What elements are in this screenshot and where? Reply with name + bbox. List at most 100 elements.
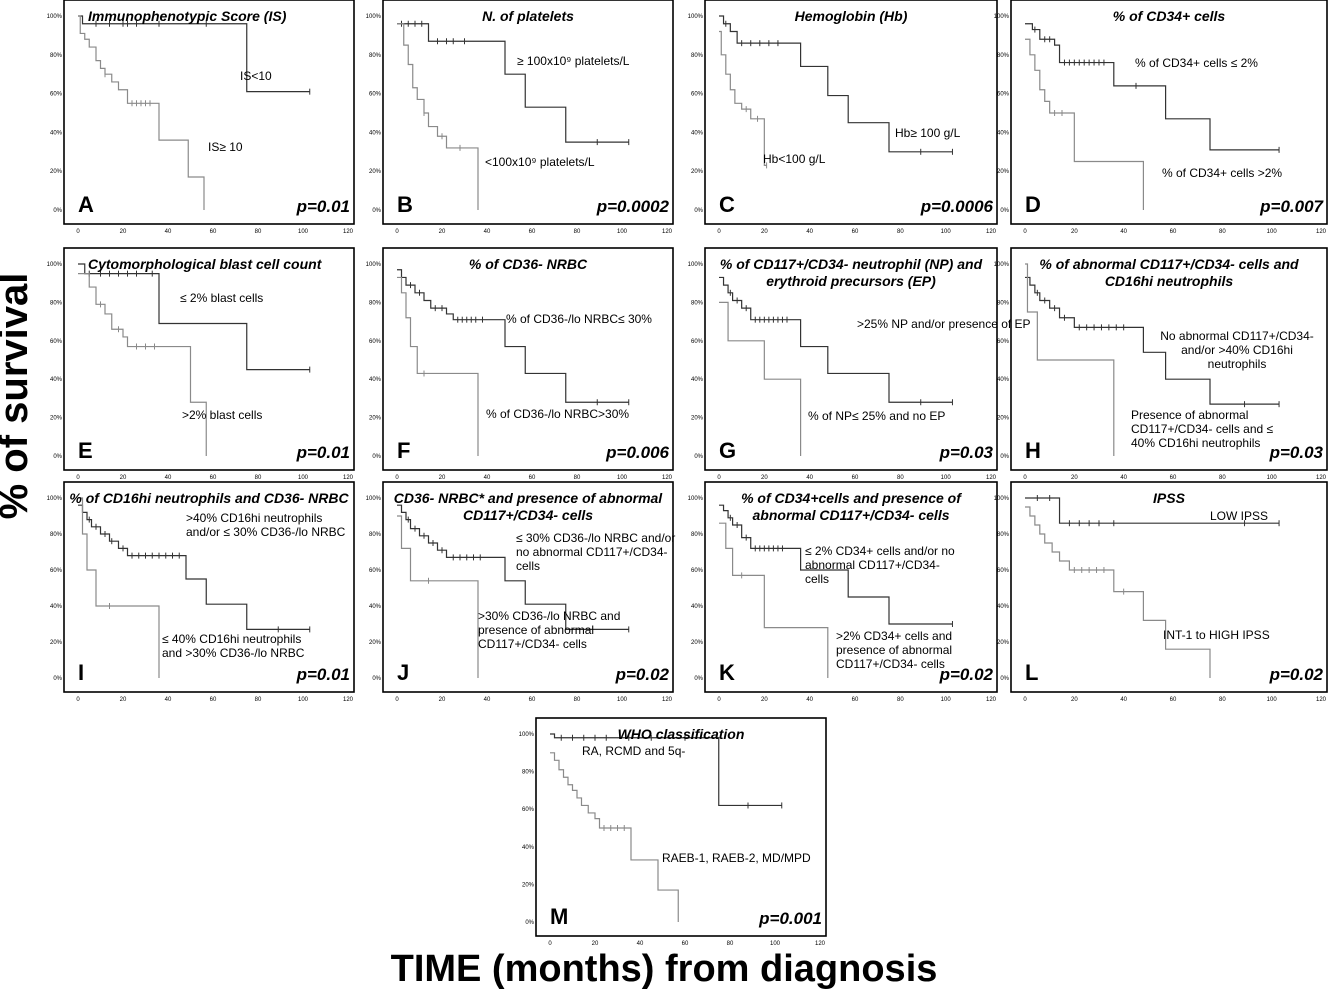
y-tick-label: 60% — [369, 92, 382, 98]
x-tick-label: 60 — [1170, 229, 1177, 235]
panel-title: Hemoglobin (Hb) — [795, 8, 908, 24]
series-label: >2% CD34+ cells and presence of abnormal C… — [836, 629, 952, 671]
x-tick-label: 60 — [1170, 475, 1177, 481]
x-tick-label: 120 — [1316, 229, 1327, 235]
series-line-2 — [78, 15, 205, 210]
series-label: IS<10 — [240, 69, 272, 83]
y-tick-label: 40% — [522, 845, 535, 851]
panel-d: 0% 20% 40% 60% 80% 100% 0 20 40 60 80 100 120 % of CD… — [994, 0, 1328, 235]
series-label: Presence of abnormal CD117+/CD34- cells a… — [1131, 408, 1274, 450]
x-tick-label: 80 — [897, 229, 904, 235]
y-tick-label: 20% — [369, 416, 382, 422]
series-line-2 — [719, 30, 767, 166]
y-tick-label: 60% — [997, 568, 1010, 574]
x-tick-label: 60 — [852, 229, 859, 235]
panel-e: 0% 20% 40% 60% 80% 100% 0 20 40 60 80 100 120 ≤ 2% bl… — [47, 247, 355, 481]
series-label: RAEB-1, RAEB-2, MD/MPD — [662, 851, 811, 865]
panel-letter: F — [397, 438, 410, 463]
series-line-2 — [78, 497, 160, 678]
p-value: p=0.03 — [939, 443, 994, 462]
series-line-2 — [719, 301, 802, 456]
x-tick-label: 80 — [1219, 229, 1226, 235]
panel-i: 0% 20% 40% 60% 80% 100% 0 20 40 60 80 100 120 >40% CD… — [47, 481, 355, 703]
x-tick-label: 0 — [717, 475, 721, 481]
x-tick-label: 60 — [529, 229, 536, 235]
x-tick-label: 60 — [210, 475, 217, 481]
y-tick-label: 0% — [1000, 454, 1009, 460]
y-tick-label: 40% — [50, 130, 63, 136]
y-tick-label: 60% — [691, 339, 704, 345]
series-line-1 — [397, 269, 629, 403]
y-tick-label: 60% — [522, 807, 535, 813]
y-tick-label: 100% — [688, 262, 704, 268]
x-tick-label: 100 — [1267, 697, 1278, 703]
x-tick-label: 20 — [120, 475, 127, 481]
y-tick-label: 80% — [691, 53, 704, 59]
y-tick-label: 0% — [372, 676, 381, 682]
panel-h: 0% 20% 40% 60% 80% 100% 0 20 40 60 80 100 120 No abno… — [994, 247, 1328, 481]
panel-frame — [704, 247, 998, 471]
y-tick-label: 60% — [50, 568, 63, 574]
y-tick-label: 40% — [369, 130, 382, 136]
y-tick-label: 100% — [994, 496, 1010, 502]
y-tick-label: 40% — [997, 604, 1010, 610]
panel-title: % of abnormal CD117+/CD34- cells and CD16… — [1039, 256, 1299, 289]
y-tick-label: 80% — [522, 770, 535, 776]
x-tick-label: 40 — [165, 229, 172, 235]
y-tick-label: 0% — [372, 454, 381, 460]
x-tick-label: 60 — [529, 475, 536, 481]
p-value: p=0.03 — [1269, 443, 1324, 462]
panel-title: % of CD34+ cells — [1113, 8, 1226, 24]
panel-letter: J — [397, 660, 409, 685]
x-tick-label: 80 — [727, 941, 734, 947]
x-tick-label: 0 — [76, 475, 80, 481]
series-label: >30% CD36-/lo NRBC and presence of abnorm… — [478, 609, 620, 651]
x-axis-label: TIME (months) from diagnosis — [390, 948, 938, 990]
y-tick-label: 40% — [369, 377, 382, 383]
series-line-2 — [397, 515, 479, 678]
x-tick-label: 100 — [298, 475, 309, 481]
panel-letter: C — [719, 192, 735, 217]
x-tick-label: 0 — [76, 229, 80, 235]
y-tick-label: 80% — [50, 300, 63, 306]
y-tick-label: 100% — [366, 262, 382, 268]
y-tick-label: 60% — [369, 568, 382, 574]
y-tick-label: 60% — [997, 92, 1010, 98]
x-tick-label: 100 — [1267, 475, 1278, 481]
p-value: p=0.001 — [758, 909, 822, 928]
series-line-1 — [550, 733, 782, 807]
y-tick-label: 80% — [369, 532, 382, 538]
x-tick-label: 120 — [986, 475, 997, 481]
series-line-2 — [397, 276, 479, 456]
panel-letter: G — [719, 438, 736, 463]
p-value: p=0.01 — [296, 443, 350, 462]
panel-frame — [1010, 0, 1328, 225]
panel-title: % of CD36- NRBC — [469, 256, 588, 272]
x-tick-label: 20 — [439, 697, 446, 703]
x-tick-label: 40 — [1120, 475, 1127, 481]
y-tick-label: 20% — [997, 640, 1010, 646]
series-label: % of CD36-/lo NRBC≤ 30% — [506, 312, 652, 326]
x-tick-label: 80 — [1219, 697, 1226, 703]
panel-letter: I — [78, 660, 84, 685]
y-tick-label: 0% — [694, 454, 703, 460]
y-tick-label: 0% — [1000, 208, 1009, 214]
x-tick-label: 20 — [761, 475, 768, 481]
panel-frame — [63, 0, 355, 225]
y-tick-label: 80% — [50, 53, 63, 59]
y-tick-label: 100% — [47, 14, 63, 20]
panel-frame — [704, 481, 998, 693]
y-tick-label: 20% — [691, 640, 704, 646]
series-label: Hb<100 g/L — [763, 152, 826, 166]
series-label: % of CD34+ cells ≤ 2% — [1135, 56, 1258, 70]
panel-frame — [382, 0, 674, 225]
series-line-2 — [719, 522, 829, 678]
panel-frame — [535, 717, 827, 937]
x-tick-label: 0 — [548, 941, 552, 947]
series-line-2 — [1025, 263, 1115, 456]
x-tick-label: 60 — [1170, 697, 1177, 703]
series-label: IS≥ 10 — [208, 140, 243, 154]
series-line-2 — [78, 273, 207, 456]
series-label: ≤ 2% blast cells — [180, 291, 263, 305]
panel-letter: L — [1025, 660, 1038, 685]
